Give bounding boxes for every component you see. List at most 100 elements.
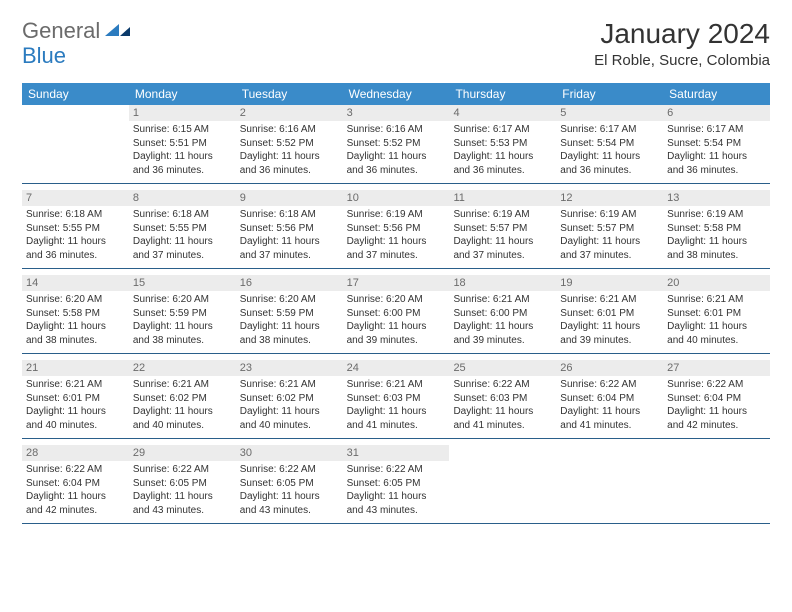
day-cell: [22, 105, 129, 183]
day-number: 23: [236, 360, 343, 376]
daylight-text: Daylight: 11 hours and 43 minutes.: [240, 490, 339, 517]
day-body: Sunrise: 6:22 AMSunset: 6:04 PMDaylight:…: [556, 376, 663, 436]
day-body: Sunrise: 6:21 AMSunset: 6:01 PMDaylight:…: [663, 291, 770, 351]
day-body: Sunrise: 6:17 AMSunset: 5:53 PMDaylight:…: [449, 121, 556, 181]
day-body: Sunrise: 6:19 AMSunset: 5:58 PMDaylight:…: [663, 206, 770, 266]
weekday-header-row: SundayMondayTuesdayWednesdayThursdayFrid…: [22, 83, 770, 105]
day-cell: 4Sunrise: 6:17 AMSunset: 5:53 PMDaylight…: [449, 105, 556, 183]
day-cell: [663, 445, 770, 523]
sunrise-text: Sunrise: 6:21 AM: [347, 378, 446, 392]
sunrise-text: Sunrise: 6:22 AM: [240, 463, 339, 477]
daylight-text: Daylight: 11 hours and 37 minutes.: [240, 235, 339, 262]
week-row: 14Sunrise: 6:20 AMSunset: 5:58 PMDayligh…: [22, 275, 770, 354]
weekday-header-cell: Tuesday: [236, 83, 343, 105]
day-cell: 1Sunrise: 6:15 AMSunset: 5:51 PMDaylight…: [129, 105, 236, 183]
weekday-header-cell: Thursday: [449, 83, 556, 105]
sunrise-text: Sunrise: 6:21 AM: [560, 293, 659, 307]
daylight-text: Daylight: 11 hours and 37 minutes.: [560, 235, 659, 262]
sunrise-text: Sunrise: 6:21 AM: [667, 293, 766, 307]
logo-text-general: General: [22, 18, 100, 44]
day-body: Sunrise: 6:21 AMSunset: 6:01 PMDaylight:…: [22, 376, 129, 436]
day-cell: 30Sunrise: 6:22 AMSunset: 6:05 PMDayligh…: [236, 445, 343, 523]
sunset-text: Sunset: 5:55 PM: [133, 222, 232, 236]
logo-icon: [105, 18, 131, 44]
day-cell: 13Sunrise: 6:19 AMSunset: 5:58 PMDayligh…: [663, 190, 770, 268]
sunrise-text: Sunrise: 6:15 AM: [133, 123, 232, 137]
sunset-text: Sunset: 6:01 PM: [26, 392, 125, 406]
sunset-text: Sunset: 5:52 PM: [240, 137, 339, 151]
day-body: Sunrise: 6:22 AMSunset: 6:03 PMDaylight:…: [449, 376, 556, 436]
day-cell: 18Sunrise: 6:21 AMSunset: 6:00 PMDayligh…: [449, 275, 556, 353]
sunset-text: Sunset: 5:55 PM: [26, 222, 125, 236]
day-body: Sunrise: 6:16 AMSunset: 5:52 PMDaylight:…: [236, 121, 343, 181]
day-cell: 31Sunrise: 6:22 AMSunset: 6:05 PMDayligh…: [343, 445, 450, 523]
day-cell: 26Sunrise: 6:22 AMSunset: 6:04 PMDayligh…: [556, 360, 663, 438]
sunset-text: Sunset: 6:03 PM: [347, 392, 446, 406]
day-number: 31: [343, 445, 450, 461]
sunset-text: Sunset: 5:57 PM: [560, 222, 659, 236]
sunset-text: Sunset: 5:56 PM: [240, 222, 339, 236]
day-cell: [556, 445, 663, 523]
sunrise-text: Sunrise: 6:17 AM: [667, 123, 766, 137]
day-number: 1: [129, 105, 236, 121]
day-number: 12: [556, 190, 663, 206]
day-cell: 24Sunrise: 6:21 AMSunset: 6:03 PMDayligh…: [343, 360, 450, 438]
day-number: 27: [663, 360, 770, 376]
sunrise-text: Sunrise: 6:20 AM: [133, 293, 232, 307]
sunrise-text: Sunrise: 6:16 AM: [240, 123, 339, 137]
sunset-text: Sunset: 5:54 PM: [560, 137, 659, 151]
day-number: 9: [236, 190, 343, 206]
day-body: Sunrise: 6:21 AMSunset: 6:02 PMDaylight:…: [129, 376, 236, 436]
day-number: 21: [22, 360, 129, 376]
sunrise-text: Sunrise: 6:21 AM: [240, 378, 339, 392]
day-body: Sunrise: 6:21 AMSunset: 6:00 PMDaylight:…: [449, 291, 556, 351]
day-cell: 9 Sunrise: 6:18 AMSunset: 5:56 PMDaylight…: [236, 190, 343, 268]
day-cell: 27 Sunrise: 6:22 AMSunset: 6:04 PMDayligh…: [663, 360, 770, 438]
day-cell: 8Sunrise: 6:18 AMSunset: 5:55 PMDaylight…: [129, 190, 236, 268]
day-number: 13: [663, 190, 770, 206]
sunrise-text: Sunrise: 6:19 AM: [453, 208, 552, 222]
weekday-header-cell: Monday: [129, 83, 236, 105]
day-cell: 5Sunrise: 6:17 AMSunset: 5:54 PMDaylight…: [556, 105, 663, 183]
day-cell: 11Sunrise: 6:19 AMSunset: 5:57 PMDayligh…: [449, 190, 556, 268]
daylight-text: Daylight: 11 hours and 40 minutes.: [240, 405, 339, 432]
day-body: Sunrise: 6:21 AMSunset: 6:01 PMDaylight:…: [556, 291, 663, 351]
sunrise-text: Sunrise: 6:22 AM: [347, 463, 446, 477]
day-cell: [449, 445, 556, 523]
daylight-text: Daylight: 11 hours and 43 minutes.: [133, 490, 232, 517]
daylight-text: Daylight: 11 hours and 37 minutes.: [453, 235, 552, 262]
sunset-text: Sunset: 6:04 PM: [667, 392, 766, 406]
title-block: January 2024 El Roble, Sucre, Colombia: [594, 18, 770, 69]
sunrise-text: Sunrise: 6:19 AM: [560, 208, 659, 222]
sunrise-text: Sunrise: 6:22 AM: [560, 378, 659, 392]
day-cell: 17Sunrise: 6:20 AMSunset: 6:00 PMDayligh…: [343, 275, 450, 353]
week-row: 21Sunrise: 6:21 AMSunset: 6:01 PMDayligh…: [22, 360, 770, 439]
sunset-text: Sunset: 6:02 PM: [133, 392, 232, 406]
sunrise-text: Sunrise: 6:22 AM: [133, 463, 232, 477]
day-cell: 19Sunrise: 6:21 AMSunset: 6:01 PMDayligh…: [556, 275, 663, 353]
sunrise-text: Sunrise: 6:17 AM: [560, 123, 659, 137]
day-cell: 15Sunrise: 6:20 AMSunset: 5:59 PMDayligh…: [129, 275, 236, 353]
weekday-header-cell: Saturday: [663, 83, 770, 105]
daylight-text: Daylight: 11 hours and 36 minutes.: [453, 150, 552, 177]
day-body: Sunrise: 6:22 AMSunset: 6:05 PMDaylight:…: [129, 461, 236, 521]
day-number: 15: [129, 275, 236, 291]
sunrise-text: Sunrise: 6:20 AM: [240, 293, 339, 307]
day-cell: 14Sunrise: 6:20 AMSunset: 5:58 PMDayligh…: [22, 275, 129, 353]
day-cell: 22Sunrise: 6:21 AMSunset: 6:02 PMDayligh…: [129, 360, 236, 438]
day-cell: 29Sunrise: 6:22 AMSunset: 6:05 PMDayligh…: [129, 445, 236, 523]
day-number: 11: [449, 190, 556, 206]
day-number: 19: [556, 275, 663, 291]
daylight-text: Daylight: 11 hours and 43 minutes.: [347, 490, 446, 517]
daylight-text: Daylight: 11 hours and 36 minutes.: [240, 150, 339, 177]
daylight-text: Daylight: 11 hours and 38 minutes.: [240, 320, 339, 347]
day-number: 10: [343, 190, 450, 206]
day-number: 6: [663, 105, 770, 121]
sunset-text: Sunset: 5:59 PM: [133, 307, 232, 321]
sunrise-text: Sunrise: 6:18 AM: [26, 208, 125, 222]
daylight-text: Daylight: 11 hours and 42 minutes.: [667, 405, 766, 432]
sunrise-text: Sunrise: 6:18 AM: [240, 208, 339, 222]
day-number: 4: [449, 105, 556, 121]
sunrise-text: Sunrise: 6:22 AM: [667, 378, 766, 392]
day-cell: 23Sunrise: 6:21 AMSunset: 6:02 PMDayligh…: [236, 360, 343, 438]
